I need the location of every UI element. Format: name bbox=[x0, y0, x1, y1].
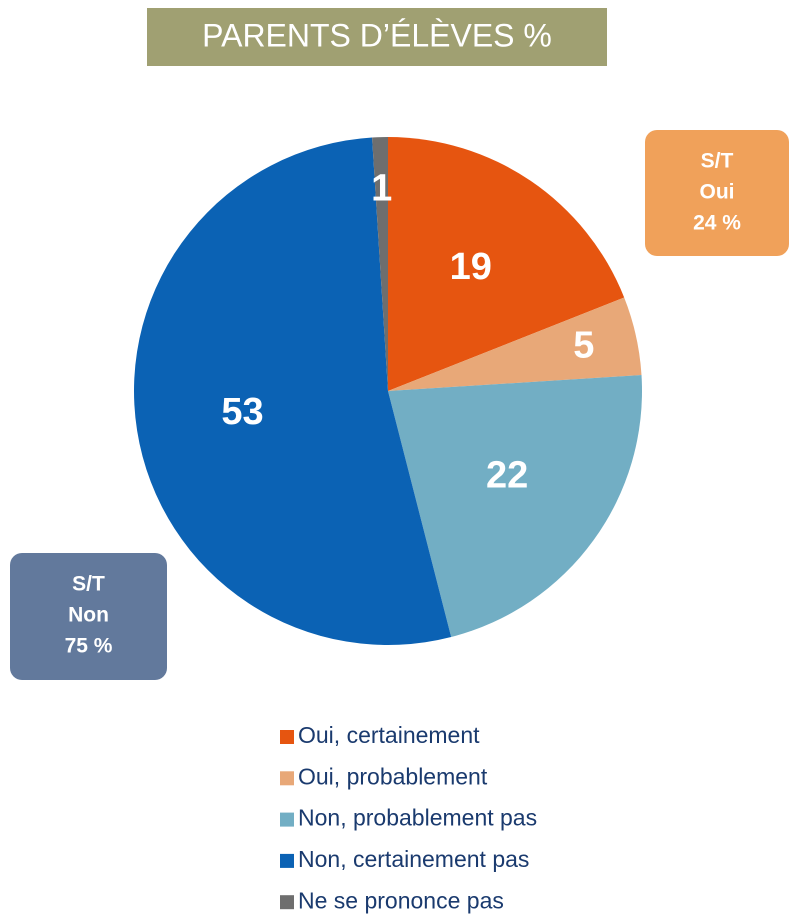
pie-slice bbox=[388, 137, 625, 391]
pie-slice bbox=[388, 297, 642, 391]
legend-swatch bbox=[280, 895, 294, 910]
legend-swatch bbox=[280, 812, 294, 827]
annotation-text: Oui bbox=[700, 181, 735, 204]
pie-slice bbox=[134, 137, 452, 645]
annotation-text: S/T bbox=[72, 573, 105, 596]
slice-label: 22 bbox=[486, 455, 528, 497]
slice-label: 53 bbox=[221, 391, 263, 433]
legend-swatch bbox=[280, 853, 294, 868]
pie-slice bbox=[388, 375, 642, 638]
legend-swatch bbox=[280, 730, 294, 744]
annotation-text: 24 % bbox=[693, 212, 741, 235]
pie-slice bbox=[372, 137, 388, 391]
legend-label: Non, probablement pas bbox=[298, 805, 537, 831]
slice-label: 19 bbox=[450, 246, 492, 288]
slice-label: 1 bbox=[371, 167, 392, 209]
annotation-text: Non bbox=[68, 604, 109, 627]
legend-label: Oui, certainement bbox=[298, 722, 480, 748]
legend-label: Non, certainement pas bbox=[298, 846, 529, 872]
title-box bbox=[147, 8, 607, 66]
legend-label: Ne se prononce pas bbox=[298, 887, 504, 913]
annotation-box bbox=[645, 130, 789, 256]
chart-title: PARENTS D’ÉLÈVES % bbox=[202, 17, 552, 53]
annotation-text: S/T bbox=[701, 150, 734, 173]
slice-label: 5 bbox=[573, 324, 594, 366]
legend-swatch bbox=[280, 771, 294, 786]
legend-label: Oui, probablement bbox=[298, 763, 488, 789]
annotation-text: 75 % bbox=[65, 635, 113, 658]
annotation-box bbox=[10, 553, 167, 680]
